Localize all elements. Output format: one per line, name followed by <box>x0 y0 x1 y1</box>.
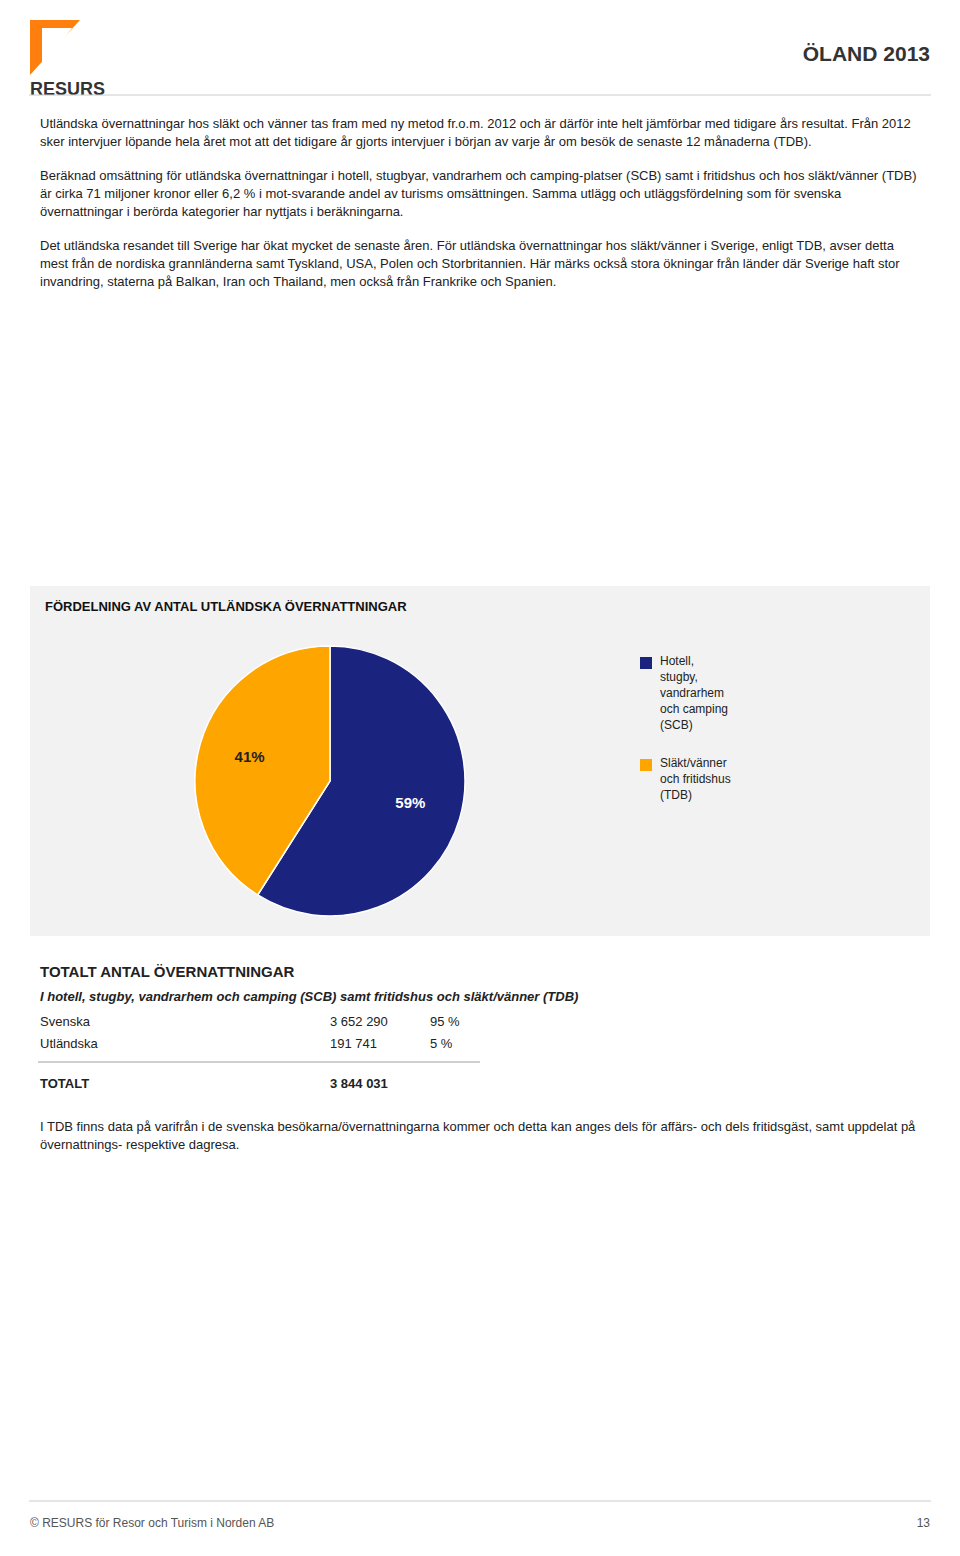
legend-label: Hotell, stugby, vandrarhem och camping (SCB) <box>660 654 728 732</box>
pie <box>195 646 465 916</box>
footer-rule <box>29 1501 931 1502</box>
legend-label-line: (TDB) <box>660 788 692 802</box>
table-title: TOTALT ANTAL ÖVERNATTNINGAR <box>40 963 295 980</box>
brand: RESURS <box>30 79 105 99</box>
chart: FÖRDELNING AV ANTAL UTLÄNDSKA ÖVERNATTNI… <box>30 586 930 936</box>
table: TOTALT ANTAL ÖVERNATTNINGAR I hotell, stu… <box>38 963 578 1090</box>
legend-label-line: (SCB) <box>660 718 693 732</box>
legend-label-line: och camping <box>660 702 728 716</box>
legend-swatch <box>640 657 652 669</box>
paragraph: Beräknad omsättning för utländska överna… <box>40 167 920 221</box>
legend-swatch <box>640 759 652 771</box>
data-label: 41% <box>235 748 265 765</box>
header-title: ÖLAND 2013 <box>803 42 930 65</box>
legend-label: Släkt/vänner och fritidshus (TDB) <box>660 756 731 802</box>
pie-slice <box>195 646 330 895</box>
table-note: I TDB finns data på varifrån i de svensk… <box>40 1118 920 1154</box>
table-cell: Svenska <box>40 1014 91 1029</box>
legend-label-line: Släkt/vänner <box>660 756 727 770</box>
table-cell: 95 % <box>430 1014 460 1029</box>
paragraph: Utländska övernattningar hos släkt och v… <box>40 115 920 151</box>
legend-label-line: och fritidshus <box>660 772 731 786</box>
paragraph: Det utländska resandet till Sverige har … <box>40 237 920 291</box>
table-total-label: TOTALT <box>40 1076 89 1091</box>
legend: Hotell, stugby, vandrarhem och camping (SCB)… <box>640 654 731 802</box>
legend-label-line: stugby, <box>660 670 698 684</box>
legend-item: Släkt/vänner och fritidshus (TDB) <box>640 756 731 802</box>
legend-label-line: Hotell, <box>660 654 694 668</box>
data-label: 59% <box>395 794 425 811</box>
table-total-value: 3 844 031 <box>330 1076 388 1091</box>
header-rule <box>29 95 931 96</box>
footer-page: 13 <box>917 1516 931 1530</box>
legend-label-line: vandrarhem <box>660 686 724 700</box>
logo <box>30 20 80 75</box>
footer-text: © RESURS för Resor och Turism i Norden A… <box>30 1516 274 1530</box>
table-cell: 3 652 290 <box>330 1014 388 1029</box>
legend-item: Hotell, stugby, vandrarhem och camping (SCB) <box>640 654 728 732</box>
page-canvas: RESURS ÖLAND 2013 FÖRDELNING AV ANTAL UTLÄ… <box>0 0 960 1556</box>
table-cell: Utländska <box>40 1036 99 1051</box>
table-cell: 5 % <box>430 1036 453 1051</box>
logo-inner <box>42 28 72 68</box>
table-subtitle: I hotell, stugby, vandrarhem och camping… <box>40 989 578 1004</box>
data-labels: 59% 41% <box>235 748 426 812</box>
footer: © RESURS för Resor och Turism i Norden A… <box>29 1501 931 1530</box>
table-divider <box>38 1062 480 1063</box>
chart-title: FÖRDELNING AV ANTAL UTLÄNDSKA ÖVERNATTNI… <box>45 599 407 614</box>
header: RESURS ÖLAND 2013 <box>29 20 931 99</box>
chart-background <box>30 586 930 936</box>
table-cell: 191 741 <box>330 1036 377 1051</box>
body-text: Utländska övernattningar hos släkt och v… <box>40 115 920 307</box>
